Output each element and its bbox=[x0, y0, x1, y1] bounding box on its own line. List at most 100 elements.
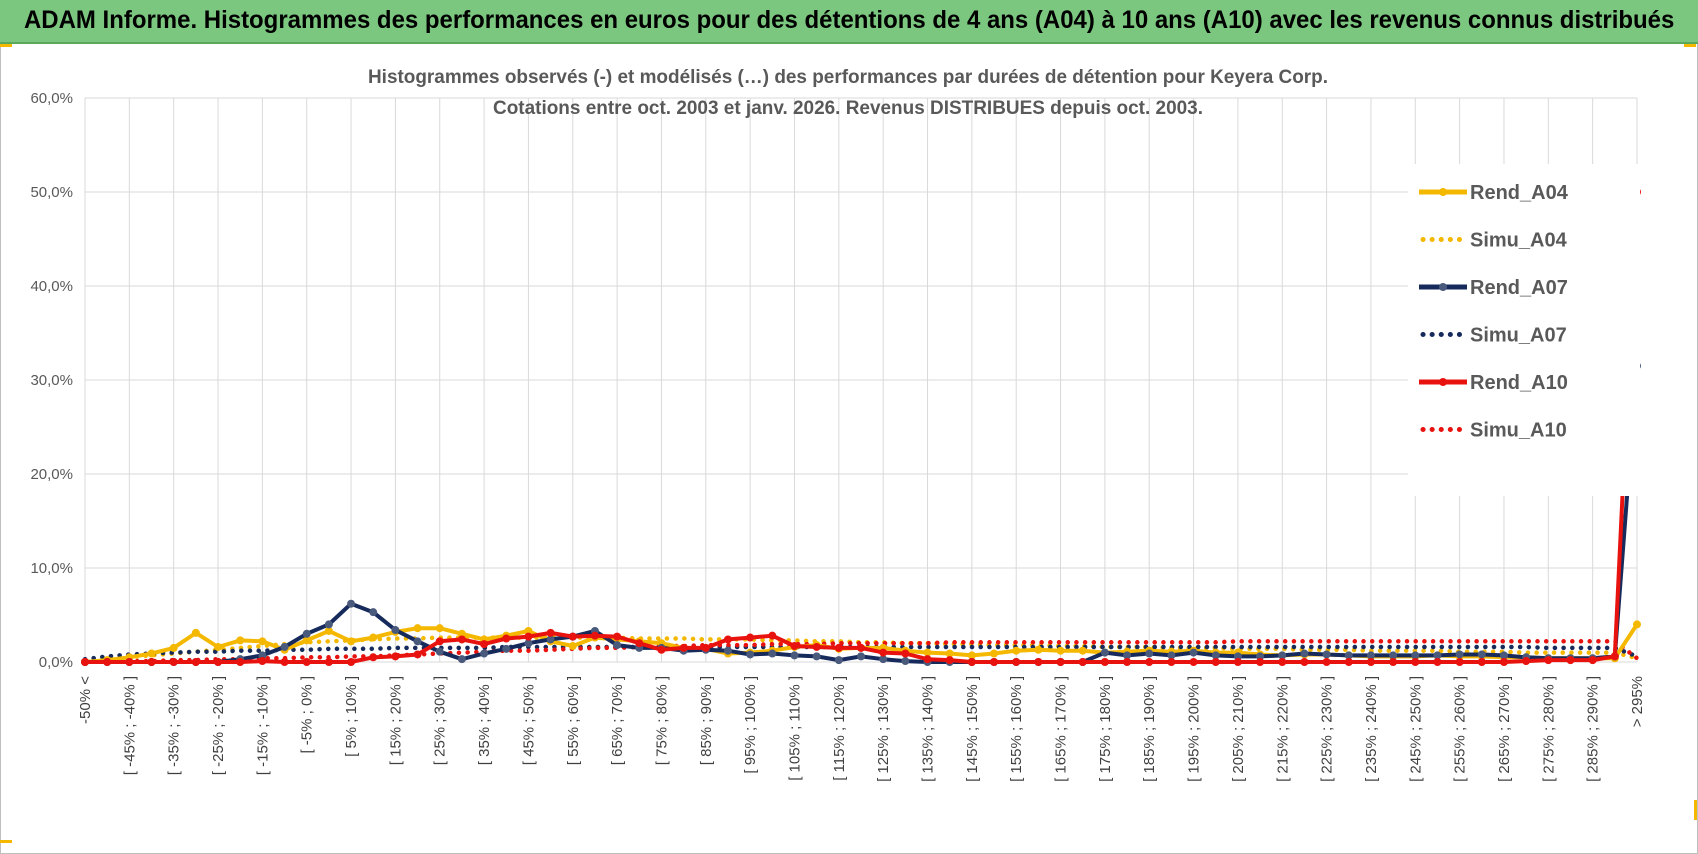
corner-mark-right bbox=[1694, 800, 1697, 820]
x-tick-label: [ 105% ; 110% ] bbox=[786, 676, 803, 781]
data-point-rend-a07 bbox=[324, 620, 333, 629]
data-point-rend-a10 bbox=[502, 634, 511, 643]
y-tick-label: 20,0% bbox=[30, 466, 73, 483]
data-point-rend-a10 bbox=[1256, 658, 1265, 666]
data-point-rend-a10 bbox=[1344, 658, 1353, 666]
x-tick-label: [ 215% ; 220% ] bbox=[1274, 676, 1291, 782]
data-point-rend-a07 bbox=[1211, 651, 1220, 660]
data-point-rend-a07 bbox=[1477, 650, 1486, 659]
x-tick-label: [ 255% ; 260% ] bbox=[1452, 676, 1469, 782]
x-tick-label: [ 115% ; 120% ] bbox=[831, 676, 848, 781]
series-line-simu-a10 bbox=[82, 639, 1640, 665]
data-point-rend-a10 bbox=[945, 656, 954, 665]
x-tick-label: [ 235% ; 240% ] bbox=[1363, 676, 1380, 782]
x-tick-label: [ -15% ; -10% ] bbox=[254, 676, 271, 775]
data-point-rend-a07 bbox=[280, 642, 289, 651]
legend-label: Rend_A07 bbox=[1470, 277, 1568, 299]
data-point-rend-a10 bbox=[679, 643, 688, 652]
x-tick-label: [ 275% ; 280% ] bbox=[1540, 676, 1557, 782]
data-point-rend-a10 bbox=[1056, 658, 1065, 666]
data-point-rend-a04 bbox=[236, 636, 245, 645]
legend-label: Simu_A10 bbox=[1470, 420, 1567, 442]
x-tick-label: [ 225% ; 230% ] bbox=[1319, 676, 1336, 782]
data-point-rend-a07 bbox=[1145, 649, 1154, 658]
data-point-rend-a04 bbox=[524, 626, 533, 635]
legend-marker bbox=[1439, 378, 1447, 386]
x-tick-label: [ 205% ; 210% ] bbox=[1230, 676, 1247, 782]
data-point-rend-a04 bbox=[945, 649, 954, 658]
data-point-rend-a07 bbox=[302, 629, 311, 638]
data-point-rend-a07 bbox=[435, 647, 444, 656]
data-point-rend-a04 bbox=[347, 637, 356, 646]
x-tick-label: [ 55% ; 60% ] bbox=[565, 676, 582, 765]
data-point-rend-a10 bbox=[657, 645, 666, 654]
data-point-rend-a10 bbox=[834, 643, 843, 652]
data-point-rend-a10 bbox=[546, 628, 555, 637]
x-tick-label: [ 135% ; 140% ] bbox=[920, 676, 937, 782]
data-point-rend-a10 bbox=[1211, 658, 1220, 666]
x-tick-label: [ 265% ; 270% ] bbox=[1496, 676, 1513, 782]
data-point-rend-a10 bbox=[1123, 658, 1132, 666]
data-point-rend-a10 bbox=[435, 637, 444, 646]
chart-legend: Rend_A04 Simu_A04 Rend_A07 Simu_A07 Rend_A10… bbox=[1408, 164, 1640, 496]
data-point-rend-a10 bbox=[1588, 656, 1597, 665]
data-point-rend-a07 bbox=[1433, 651, 1442, 660]
data-point-rend-a07 bbox=[790, 651, 799, 660]
data-point-rend-a07 bbox=[768, 649, 777, 658]
y-tick-label: 10,0% bbox=[30, 560, 73, 577]
x-tick-label: [ 245% ; 250% ] bbox=[1407, 676, 1424, 782]
data-point-rend-a04 bbox=[967, 651, 976, 660]
data-point-rend-a10 bbox=[169, 658, 178, 666]
x-tick-label: > 295% bbox=[1629, 676, 1646, 727]
data-point-rend-a07 bbox=[1455, 650, 1464, 659]
y-tick-label: 30,0% bbox=[30, 372, 73, 389]
x-tick-label: [ 155% ; 160% ] bbox=[1008, 676, 1025, 782]
data-point-rend-a10 bbox=[1100, 658, 1109, 666]
data-point-rend-a10 bbox=[590, 631, 599, 640]
data-point-rend-a10 bbox=[413, 650, 422, 659]
data-point-rend-a04 bbox=[1056, 646, 1065, 655]
x-tick-label: [ -45% ; -40% ] bbox=[121, 676, 138, 775]
x-axis: -50% < [ -45% ; -40% ] [ -35% ; -30% ] [ -2… bbox=[77, 676, 1646, 782]
data-point-rend-a10 bbox=[258, 657, 267, 666]
data-point-rend-a10 bbox=[1078, 658, 1087, 666]
series-line-rend-a10 bbox=[85, 191, 1639, 664]
x-tick-label: [ 35% ; 40% ] bbox=[476, 676, 493, 765]
data-point-rend-a07 bbox=[746, 650, 755, 659]
data-point-rend-a04 bbox=[191, 628, 200, 637]
data-point-rend-a04 bbox=[214, 642, 223, 651]
data-point-rend-a07 bbox=[413, 637, 422, 646]
data-point-rend-a07 bbox=[1499, 651, 1508, 660]
data-point-rend-a10 bbox=[812, 642, 821, 651]
data-point-rend-a07 bbox=[258, 651, 267, 660]
x-tick-label: [ 45% ; 50% ] bbox=[520, 676, 537, 765]
x-tick-label: [ -5% ; 0% ] bbox=[299, 676, 316, 754]
data-point-rend-a10 bbox=[1366, 658, 1375, 666]
data-point-rend-a10 bbox=[1167, 658, 1176, 666]
x-tick-label: [ 25% ; 30% ] bbox=[432, 676, 449, 765]
chart-title: Histogrammes observés (-) et modélisés (… bbox=[368, 67, 1328, 88]
x-tick-label: [ -35% ; -30% ] bbox=[166, 676, 183, 775]
histogram-chart: 0,0% 10,0% 20,0% 30,0% 40,0% 50,0% 60,0% -50% … bbox=[30, 67, 1646, 782]
data-point-rend-a07 bbox=[1411, 651, 1420, 660]
data-point-rend-a10 bbox=[990, 658, 999, 666]
x-tick-label: [ 65% ; 70% ] bbox=[609, 676, 626, 765]
data-point-rend-a10 bbox=[480, 640, 489, 649]
data-point-rend-a07 bbox=[369, 608, 378, 617]
data-point-rend-a10 bbox=[236, 658, 245, 666]
data-point-rend-a04 bbox=[324, 626, 333, 635]
x-tick-label: [ 285% ; 290% ] bbox=[1585, 676, 1602, 782]
chart-subtitle: Cotations entre oct. 2003 et janv. 2026.… bbox=[493, 98, 1203, 119]
data-point-rend-a07 bbox=[857, 652, 865, 661]
legend-marker bbox=[1439, 188, 1447, 196]
data-point-rend-a10 bbox=[147, 658, 156, 666]
data-point-rend-a10 bbox=[1278, 658, 1287, 666]
data-point-rend-a07 bbox=[391, 626, 400, 635]
data-point-rend-a10 bbox=[214, 658, 223, 666]
legend-label: Rend_A04 bbox=[1470, 182, 1569, 204]
x-tick-label: [ 5% ; 10% ] bbox=[343, 676, 360, 757]
data-point-rend-a10 bbox=[1189, 658, 1198, 666]
data-point-rend-a10 bbox=[1300, 658, 1309, 666]
data-point-rend-a10 bbox=[280, 658, 289, 666]
data-point-rend-a07 bbox=[1233, 652, 1242, 661]
